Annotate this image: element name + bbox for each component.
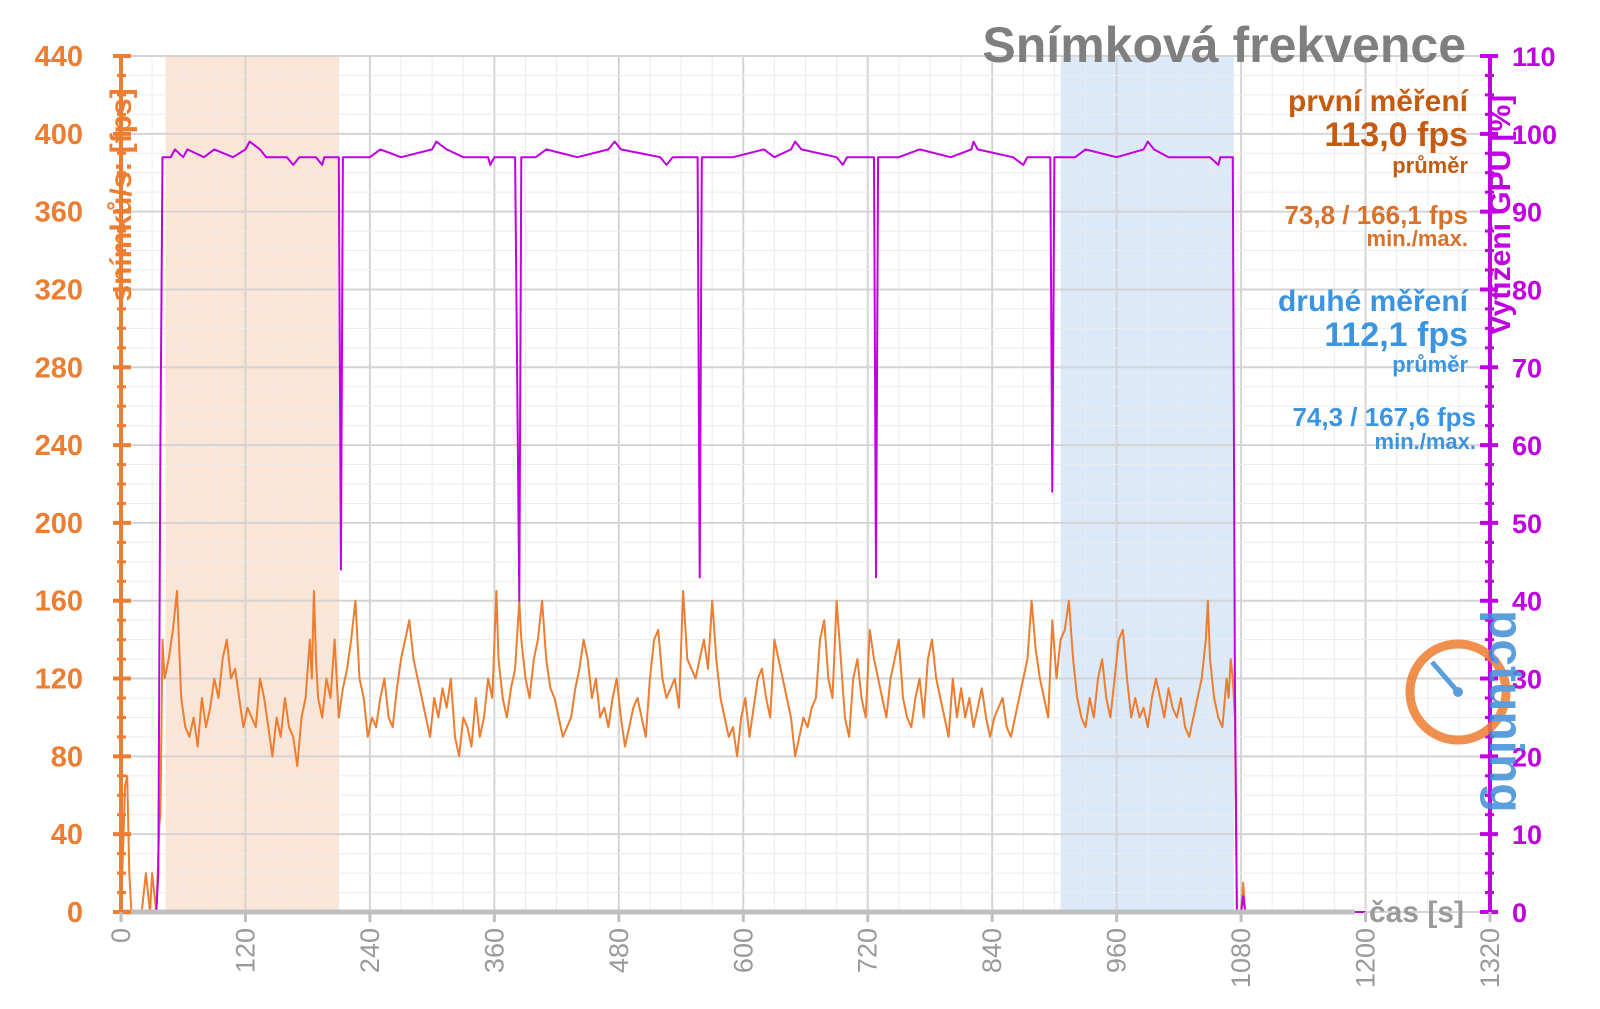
y-tick-label-left: 320	[35, 274, 83, 306]
x-tick-label: 1080	[1226, 928, 1256, 988]
x-tick-label: 1200	[1351, 928, 1381, 988]
x-tick-label: 1320	[1475, 928, 1505, 988]
second-minmax: 74,3 / 167,6 fps	[1292, 402, 1476, 432]
y-tick-label-left: 0	[67, 897, 83, 929]
first-minmax-label: min./max.	[1367, 226, 1468, 251]
y-tick-label-left: 280	[35, 352, 83, 384]
first-label: první měření	[1288, 85, 1470, 118]
logo-text: pctuning	[1479, 610, 1532, 813]
summary-second: druhé měření 112,1 fps průměr 74,3 / 167…	[1278, 285, 1476, 454]
y-tick-label-left: 40	[51, 819, 83, 851]
x-tick-label: 720	[853, 928, 883, 973]
y-tick-label-right: 60	[1512, 431, 1542, 461]
y-tick-label-left: 200	[35, 508, 83, 540]
y-tick-label-right: 100	[1512, 120, 1557, 150]
pctuning-logo: pctuning	[1405, 610, 1532, 813]
x-axis-label: čas [s]	[1369, 896, 1464, 929]
series-layer	[120, 140, 1366, 913]
y-tick-label-right: 90	[1512, 198, 1542, 228]
x-tick-label: 360	[479, 928, 509, 973]
y-tick-label-left: 240	[35, 430, 83, 462]
first-avg-label: průměr	[1392, 153, 1468, 178]
y-tick-label-right: 50	[1512, 509, 1542, 539]
y-tick-label-right: 80	[1512, 275, 1542, 305]
second-minmax-label: min./max.	[1375, 429, 1476, 454]
second-avg: 112,1 fps	[1324, 316, 1468, 354]
tick-labels: 0408012016020024028032036040044001020304…	[35, 41, 1557, 988]
first-avg: 113,0 fps	[1324, 116, 1468, 154]
y-tick-label-right: 110	[1512, 42, 1556, 72]
y-tick-label-left: 440	[35, 41, 83, 73]
chart-title: Snímková frekvence	[982, 17, 1466, 73]
stopwatch-hand-icon	[1430, 660, 1460, 694]
y-tick-label-right: 10	[1512, 820, 1542, 850]
y-axis-label-right: Vytížení GPU [%]	[1484, 95, 1517, 336]
y-tick-label-right: 40	[1512, 587, 1542, 617]
y-tick-label-left: 160	[35, 586, 83, 618]
second-avg-label: průměr	[1392, 352, 1468, 377]
first-minmax: 73,8 / 166,1 fps	[1284, 200, 1468, 230]
y-tick-label-left: 360	[35, 197, 83, 229]
x-tick-label: 960	[1102, 928, 1132, 973]
grid	[120, 55, 1491, 913]
summary-first: první měření 113,0 fps průměr 73,8 / 166…	[1284, 85, 1469, 251]
y-tick-label-left: 400	[35, 119, 83, 151]
x-tick-label: 120	[230, 928, 260, 973]
gpu-usage-line	[121, 140, 1366, 913]
x-tick-label: 240	[355, 928, 385, 973]
stopwatch-icon	[1405, 639, 1511, 745]
y-tick-label-right: 0	[1512, 898, 1527, 928]
x-tick-label: 600	[728, 928, 758, 973]
y-tick-label-right: 30	[1512, 665, 1542, 695]
y-axis-label-left: snímků/s: [fps]	[105, 88, 138, 301]
y-tick-label-right: 70	[1512, 353, 1542, 383]
x-tick-label: 480	[604, 928, 634, 973]
x-tick-label: 0	[106, 928, 136, 943]
second-label: druhé měření	[1278, 285, 1470, 318]
y-tick-label-left: 120	[35, 664, 83, 696]
x-tick-label: 840	[977, 928, 1007, 973]
y-tick-label-left: 80	[51, 741, 83, 773]
fps-line	[120, 590, 1366, 913]
y-tick-label-right: 20	[1512, 742, 1542, 772]
axes	[113, 54, 1498, 922]
